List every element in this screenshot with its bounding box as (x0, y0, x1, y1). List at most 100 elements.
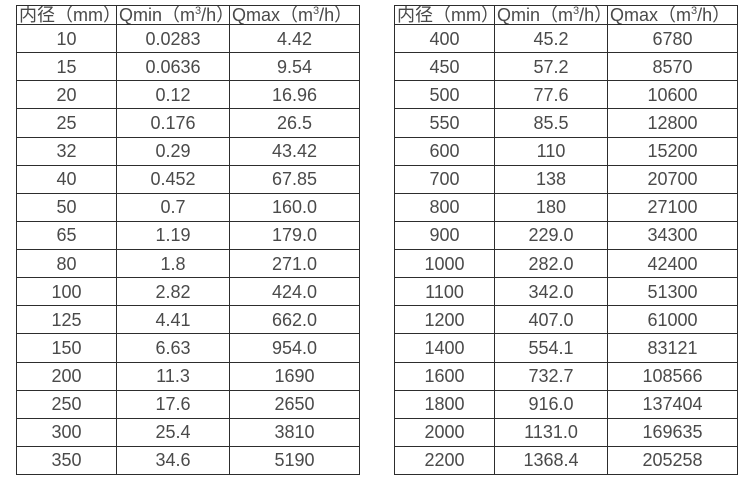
qmax-cell: 4.42 (229, 23, 360, 54)
diameter-cell: 500 (394, 80, 495, 110)
qmax-cell: 83121 (607, 333, 738, 363)
table-row: 10 0.0283 4.42 (16, 23, 360, 54)
header-cell-qmin: Qmin（m3/h） (116, 5, 230, 25)
qmax-cell: 179.0 (229, 220, 360, 251)
header-row: 内径（mm） Qmin（m3/h） Qmax（m3/h） (16, 5, 360, 25)
qmax-header-unit-suffix: /h） (319, 5, 353, 25)
table-row: 350 34.6 5190 (16, 445, 360, 476)
diameter-cell: 50 (16, 192, 117, 222)
diameter-cell: 900 (394, 220, 495, 251)
qmax-cell: 8570 (607, 52, 738, 82)
qmax-cell: 662.0 (229, 305, 360, 335)
table-row: 150 6.63 954.0 (16, 333, 360, 363)
qmax-cell: 10600 (607, 80, 738, 110)
qmin-cell: 282.0 (494, 248, 608, 279)
qmin-cell: 0.12 (116, 80, 230, 110)
qmin-cell: 25.4 (116, 417, 230, 447)
superscript-3: 3 (573, 5, 580, 17)
qmin-cell: 0.0283 (116, 23, 230, 54)
table-row: 550 85.5 12800 (394, 108, 738, 138)
qmax-cell: 20700 (607, 164, 738, 194)
superscript-3: 3 (691, 5, 698, 17)
header-cell-diameter: 内径（mm） (394, 5, 495, 25)
qmin-cell: 1368.4 (494, 445, 608, 476)
qmax-cell: 26.5 (229, 108, 360, 138)
qmin-cell: 2.82 (116, 277, 230, 307)
table-row: 2200 1368.4 205258 (394, 445, 738, 476)
qmin-cell: 0.29 (116, 136, 230, 166)
qmin-cell: 407.0 (494, 305, 608, 335)
diameter-cell: 1100 (394, 277, 495, 307)
diameter-cell: 20 (16, 80, 117, 110)
qmax-header-text: Qmax（m (610, 5, 691, 25)
qmin-cell: 732.7 (494, 361, 608, 391)
table-row: 15 0.0636 9.54 (16, 52, 360, 82)
table-row: 1800 916.0 137404 (394, 389, 738, 419)
qmax-cell: 27100 (607, 192, 738, 222)
table-row: 1400 554.1 83121 (394, 333, 738, 363)
qmax-cell: 12800 (607, 108, 738, 138)
qmax-cell: 3810 (229, 417, 360, 447)
qmin-cell: 0.0636 (116, 52, 230, 82)
qmin-cell: 34.6 (116, 445, 230, 476)
qmax-cell: 108566 (607, 361, 738, 391)
table-row: 25 0.176 26.5 (16, 108, 360, 138)
qmax-cell: 137404 (607, 389, 738, 419)
flow-table-small-diameters: 内径（mm） Qmin（m3/h） Qmax（m3/h） 10 0.0283 4… (16, 5, 360, 476)
diameter-cell: 40 (16, 164, 117, 194)
table-row: 200 11.3 1690 (16, 361, 360, 391)
qmax-cell: 61000 (607, 305, 738, 335)
header-cell-qmax: Qmax（m3/h） (607, 5, 738, 25)
diameter-cell: 80 (16, 248, 117, 279)
qmin-header-unit-suffix: /h） (579, 5, 606, 25)
diameter-cell: 250 (16, 389, 117, 419)
diameter-cell: 600 (394, 136, 495, 166)
qmin-cell: 4.41 (116, 305, 230, 335)
table-row: 400 45.2 6780 (394, 23, 738, 54)
diameter-cell: 700 (394, 164, 495, 194)
diameter-cell: 1200 (394, 305, 495, 335)
table-row: 20 0.12 16.96 (16, 80, 360, 110)
diameter-cell: 800 (394, 192, 495, 222)
qmin-cell: 11.3 (116, 361, 230, 391)
superscript-3: 3 (313, 5, 320, 17)
qmax-cell: 9.54 (229, 52, 360, 82)
table-row: 1600 732.7 108566 (394, 361, 738, 391)
table-row: 300 25.4 3810 (16, 417, 360, 447)
qmax-cell: 51300 (607, 277, 738, 307)
qmax-cell: 271.0 (229, 248, 360, 279)
table-row: 65 1.19 179.0 (16, 220, 360, 251)
table-row: 250 17.6 2650 (16, 389, 360, 419)
table-row: 32 0.29 43.42 (16, 136, 360, 166)
qmin-cell: 1.19 (116, 220, 230, 251)
qmin-cell: 17.6 (116, 389, 230, 419)
qmin-header-unit-suffix: /h） (201, 5, 228, 25)
table-row: 125 4.41 662.0 (16, 305, 360, 335)
diameter-cell: 32 (16, 136, 117, 166)
qmin-cell: 110 (494, 136, 608, 166)
flow-table-large-diameters: 内径（mm） Qmin（m3/h） Qmax（m3/h） 400 45.2 67… (394, 5, 738, 476)
diameter-cell: 65 (16, 220, 117, 251)
qmin-cell: 229.0 (494, 220, 608, 251)
qmin-header-text: Qmin（m (497, 5, 573, 25)
table-header: 内径（mm） Qmin（m3/h） Qmax（m3/h） (394, 5, 738, 25)
qmax-cell: 2650 (229, 389, 360, 419)
superscript-3: 3 (195, 5, 202, 17)
qmin-cell: 45.2 (494, 23, 608, 54)
header-row: 内径（mm） Qmin（m3/h） Qmax（m3/h） (394, 5, 738, 25)
qmax-header-unit-suffix: /h） (697, 5, 731, 25)
table-row: 40 0.452 67.85 (16, 164, 360, 194)
diameter-cell: 200 (16, 361, 117, 391)
table-body: 400 45.2 6780 450 57.2 8570 500 77.6 106… (394, 23, 738, 476)
diameter-cell: 10 (16, 23, 117, 54)
table-row: 50 0.7 160.0 (16, 192, 360, 222)
table-row: 800 180 27100 (394, 192, 738, 222)
qmax-cell: 160.0 (229, 192, 360, 222)
qmax-cell: 34300 (607, 220, 738, 251)
table-header: 内径（mm） Qmin（m3/h） Qmax（m3/h） (16, 5, 360, 25)
qmin-cell: 180 (494, 192, 608, 222)
diameter-cell: 2200 (394, 445, 495, 476)
table-row: 600 110 15200 (394, 136, 738, 166)
qmin-cell: 342.0 (494, 277, 608, 307)
qmin-cell: 138 (494, 164, 608, 194)
